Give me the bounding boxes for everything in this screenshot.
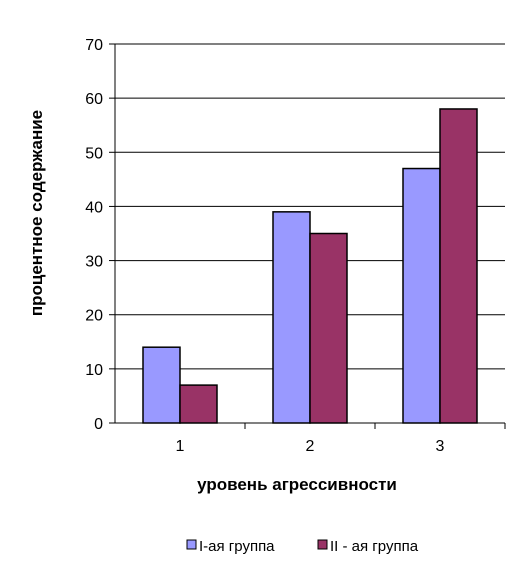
y-tick-labels: 0 10 20 30 40 50 60 70 bbox=[85, 37, 103, 433]
y-axis-title: процентное содержание bbox=[27, 110, 46, 316]
x-tick-label: 3 bbox=[436, 438, 445, 455]
legend-label-series-1: I-ая группа bbox=[199, 538, 275, 555]
bar-series-2-category-3 bbox=[439, 108, 478, 424]
bars bbox=[142, 108, 478, 424]
legend: I-ая группа II - ая группа bbox=[186, 538, 419, 555]
bar-series-1-category-2 bbox=[272, 211, 311, 424]
bar-series-1-category-1 bbox=[142, 346, 181, 424]
y-tick-label: 20 bbox=[85, 308, 103, 325]
legend-label-series-2: II - ая группа bbox=[330, 538, 419, 555]
x-tick-label: 2 bbox=[306, 438, 315, 455]
bar-series-1-category-3 bbox=[402, 167, 441, 424]
legend-swatch-series-2 bbox=[317, 539, 328, 550]
y-tick-label: 50 bbox=[85, 145, 103, 162]
y-tick-label: 10 bbox=[85, 362, 103, 379]
y-tick-label: 30 bbox=[85, 254, 103, 271]
x-axis-title: уровень агрессивности bbox=[197, 475, 397, 494]
y-tick-label: 40 bbox=[85, 199, 103, 216]
y-tick-label: 70 bbox=[85, 37, 103, 54]
bar-series-2-category-2 bbox=[309, 232, 348, 424]
y-tick-label: 60 bbox=[85, 91, 103, 108]
legend-swatch-series-1 bbox=[186, 539, 197, 550]
x-tick-label: 1 bbox=[176, 438, 185, 455]
x-tick-labels: 1 2 3 bbox=[176, 438, 445, 455]
axes bbox=[109, 43, 506, 429]
y-tick-label: 0 bbox=[94, 416, 103, 433]
bar-series-2-category-1 bbox=[179, 384, 218, 424]
